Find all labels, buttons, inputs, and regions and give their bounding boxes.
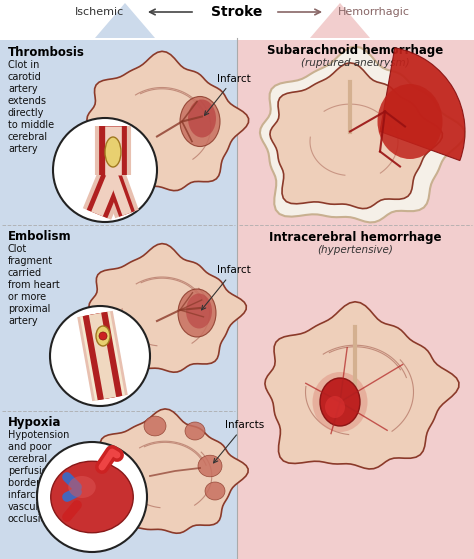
Ellipse shape xyxy=(144,416,166,436)
Polygon shape xyxy=(93,409,248,533)
Circle shape xyxy=(53,118,157,222)
Text: Intracerebral hemorrhage: Intracerebral hemorrhage xyxy=(269,231,441,244)
Polygon shape xyxy=(260,46,465,222)
Polygon shape xyxy=(87,51,248,191)
Text: Embolism: Embolism xyxy=(8,230,72,243)
Circle shape xyxy=(50,306,150,406)
Polygon shape xyxy=(310,3,370,38)
Ellipse shape xyxy=(188,100,216,138)
Ellipse shape xyxy=(198,455,222,477)
Ellipse shape xyxy=(178,289,216,337)
Ellipse shape xyxy=(325,396,345,418)
Ellipse shape xyxy=(105,137,121,167)
Polygon shape xyxy=(95,3,155,38)
Ellipse shape xyxy=(185,422,205,440)
Polygon shape xyxy=(270,63,442,209)
Polygon shape xyxy=(265,302,459,469)
Text: Clot in
carotid
artery
extends
directly
to middle
cerebral
artery: Clot in carotid artery extends directly … xyxy=(8,60,54,154)
Text: Hemorrhagic: Hemorrhagic xyxy=(338,7,410,17)
Ellipse shape xyxy=(186,293,212,329)
Ellipse shape xyxy=(312,372,367,432)
Ellipse shape xyxy=(320,378,360,426)
Text: Hypoxia: Hypoxia xyxy=(8,416,62,429)
Ellipse shape xyxy=(96,326,110,346)
Ellipse shape xyxy=(51,461,133,533)
Ellipse shape xyxy=(68,476,96,498)
Text: Infarct: Infarct xyxy=(201,265,251,310)
Circle shape xyxy=(99,332,107,340)
Text: Ischemic: Ischemic xyxy=(75,7,125,17)
Bar xyxy=(0,0,474,40)
Text: Hypotension
and poor
cerebral
perfusion;
border zone
infarcts, no
vascular
occlu: Hypotension and poor cerebral perfusion;… xyxy=(8,430,69,524)
Text: (ruptured aneurysm): (ruptured aneurysm) xyxy=(301,58,410,68)
Polygon shape xyxy=(89,244,246,372)
Text: Thrombosis: Thrombosis xyxy=(8,46,85,59)
Circle shape xyxy=(37,442,147,552)
Ellipse shape xyxy=(180,97,220,146)
Ellipse shape xyxy=(205,482,225,500)
Bar xyxy=(0,38,237,559)
Wedge shape xyxy=(380,48,465,160)
Text: Infarcts: Infarcts xyxy=(214,420,264,463)
Text: Stroke: Stroke xyxy=(211,5,263,19)
Text: Infarct: Infarct xyxy=(204,73,251,115)
Text: Subarachnoid hemorrhage: Subarachnoid hemorrhage xyxy=(267,44,443,57)
Bar xyxy=(237,38,474,559)
Text: (hypertensive): (hypertensive) xyxy=(317,245,393,255)
Text: Clot
fragment
carried
from heart
or more
proximal
artery: Clot fragment carried from heart or more… xyxy=(8,244,60,326)
Ellipse shape xyxy=(377,84,443,159)
